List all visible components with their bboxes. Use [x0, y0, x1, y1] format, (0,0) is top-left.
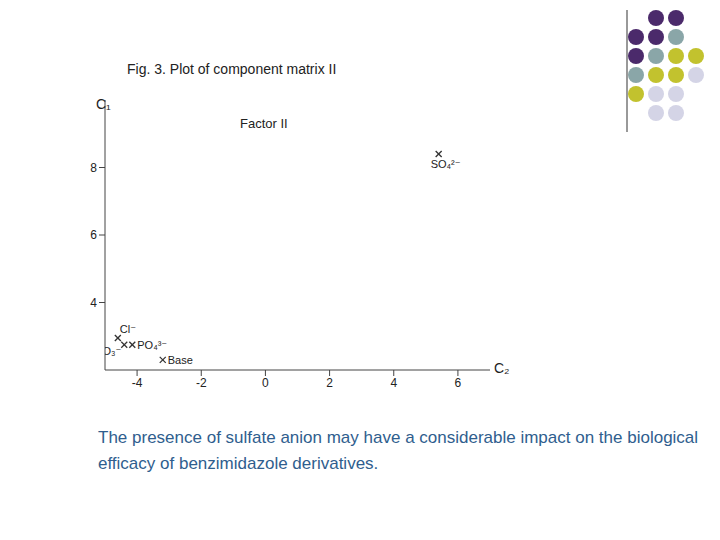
svg-text:4: 4 [90, 296, 97, 310]
svg-text:PO₄³⁻: PO₄³⁻ [137, 339, 167, 351]
svg-text:Base: Base [168, 354, 193, 366]
svg-text:Cl⁻: Cl⁻ [120, 323, 136, 335]
svg-text:SO₄²⁻: SO₄²⁻ [431, 158, 461, 170]
html-text:C₁: C₁ [96, 96, 111, 112]
svg-text:-2: -2 [196, 376, 207, 390]
svg-text:NO₃⁻: NO₃⁻ [105, 345, 121, 357]
html-text:C₂: C₂ [494, 360, 510, 376]
html-text:Factor II: Factor II [240, 116, 288, 131]
svg-text:2: 2 [326, 376, 333, 390]
svg-text:6: 6 [90, 228, 97, 242]
svg-text:4: 4 [390, 376, 397, 390]
svg-text:0: 0 [262, 376, 269, 390]
html-text:Fig. 3. Plot of component matr: Fig. 3. Plot of component matrix II [127, 61, 337, 77]
svg-text:6: 6 [455, 376, 462, 390]
svg-text:-4: -4 [132, 376, 143, 390]
html-text:The presence of sulfate anion: The presence of sulfate anion may have a… [98, 428, 699, 473]
svg-text:8: 8 [90, 161, 97, 175]
